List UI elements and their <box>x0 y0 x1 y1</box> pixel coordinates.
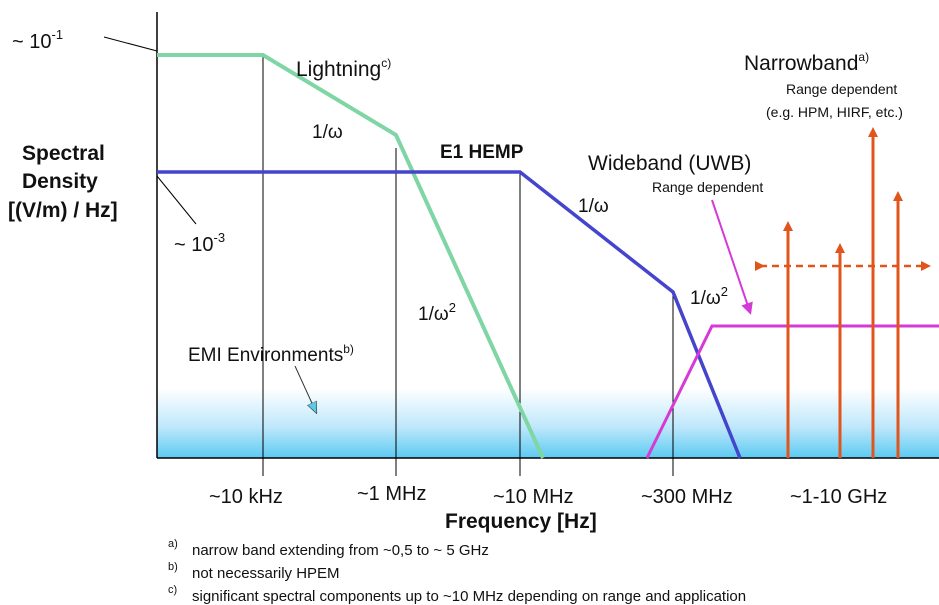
footnote-c-mark: c) <box>168 584 177 596</box>
lightning-slope-2-exp: 2 <box>449 300 456 315</box>
footnote-b-mark: b) <box>168 561 178 573</box>
svg-text:Lightningc): Lightningc) <box>296 56 391 81</box>
y-mid-exp: -3 <box>213 230 225 245</box>
y-axis-title-line-2: Density <box>22 170 98 193</box>
y-top-value: ~ 10 <box>12 31 51 53</box>
narrowband-sub-2: (e.g. HPM, HIRF, etc.) <box>766 104 903 120</box>
narrowband-sup: a) <box>858 50 869 64</box>
lightning-label: Lightning <box>296 58 381 81</box>
hemp-slope-2: 1/ω <box>690 288 721 309</box>
svg-text:~ 10-1: ~ 10-1 <box>12 27 63 53</box>
emi-sup: b) <box>343 342 354 356</box>
y-mid-value: ~ 10 <box>174 234 213 256</box>
x-tick-1mhz: ~1 MHz <box>357 483 426 505</box>
wideband-label: Wideband (UWB) <box>588 152 751 175</box>
top-value-pointer <box>103 36 158 52</box>
mid-value-pointer <box>156 175 197 225</box>
narrowband-label: Narrowband <box>744 52 858 75</box>
uwb-pointer <box>711 199 753 315</box>
svg-text:1/ω2: 1/ω2 <box>690 284 728 309</box>
lightning-curve <box>157 53 545 459</box>
y-top-exp: -1 <box>51 27 63 42</box>
y-axis-title-line-3: [(V/m) / Hz] <box>8 199 118 222</box>
wideband-sub: Range dependent <box>652 179 763 195</box>
y-axis-title-line-1: Spectral <box>22 142 105 165</box>
x-tick-10khz: ~10 kHz <box>209 486 283 508</box>
emi-pointer <box>294 365 316 412</box>
narrowband-sub-1: Range dependent <box>786 81 897 97</box>
e1-hemp-label: E1 HEMP <box>440 142 524 163</box>
footnote-c-text: significant spectral components up to ~1… <box>192 588 746 605</box>
x-tick-300mhz: ~300 MHz <box>641 486 733 508</box>
lightning-slope-1: 1/ω <box>312 122 343 143</box>
e1-hemp-curve <box>157 170 742 459</box>
svg-text:EMI Environmentsb): EMI Environmentsb) <box>188 342 354 366</box>
lightning-slope-2: 1/ω <box>418 304 449 325</box>
svg-text:~ 10-3: ~ 10-3 <box>174 230 225 256</box>
lightning-sup: c) <box>381 56 391 70</box>
svg-text:1/ω2: 1/ω2 <box>418 300 456 325</box>
hemp-slope-1: 1/ω <box>578 196 609 217</box>
svg-text:Narrowbanda): Narrowbanda) <box>744 50 869 75</box>
footnote-a-text: narrow band extending from ~0,5 to ~ 5 G… <box>192 542 489 559</box>
x-axis-title: Frequency [Hz] <box>445 510 597 533</box>
x-tick-10mhz: ~10 MHz <box>493 486 574 508</box>
emi-label: EMI Environments <box>188 345 343 366</box>
x-tick-1-10ghz: ~1-10 GHz <box>790 486 887 508</box>
hemp-slope-2-exp: 2 <box>721 284 728 299</box>
footnote-a-mark: a) <box>168 538 178 550</box>
emi-environment-band <box>157 388 939 458</box>
footnote-b-text: not necessarily HPEM <box>192 565 340 582</box>
wideband-curve <box>645 324 939 459</box>
